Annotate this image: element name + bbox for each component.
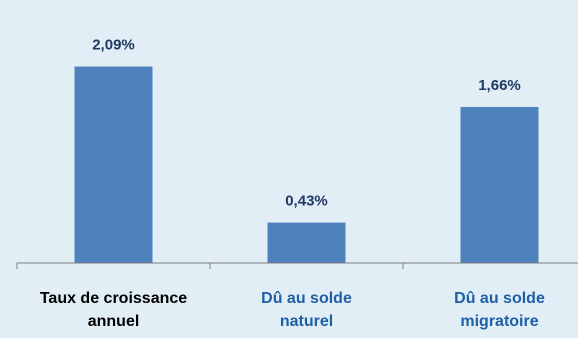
bar-3 xyxy=(460,106,539,264)
category-label-line: migratoire xyxy=(460,313,539,330)
data-label-3: 1,66% xyxy=(478,77,521,94)
category-label-line: Dû au solde xyxy=(454,290,545,307)
category-label-line: annuel xyxy=(87,313,140,330)
category-label-1: Taux de croissance annuel xyxy=(19,287,209,333)
data-label-2: 0,43% xyxy=(285,193,328,210)
category-label-line: naturel xyxy=(279,313,334,330)
data-label-1: 2,09% xyxy=(92,37,135,54)
bar-1 xyxy=(74,66,153,263)
bar-2 xyxy=(267,222,346,263)
category-label-3: Dû au solde migratoire xyxy=(405,287,578,333)
category-label-2: Dû au solde naturel xyxy=(212,287,402,333)
category-label-line: Dû au solde xyxy=(261,290,352,307)
category-label-line: Taux de croissance xyxy=(39,290,188,307)
